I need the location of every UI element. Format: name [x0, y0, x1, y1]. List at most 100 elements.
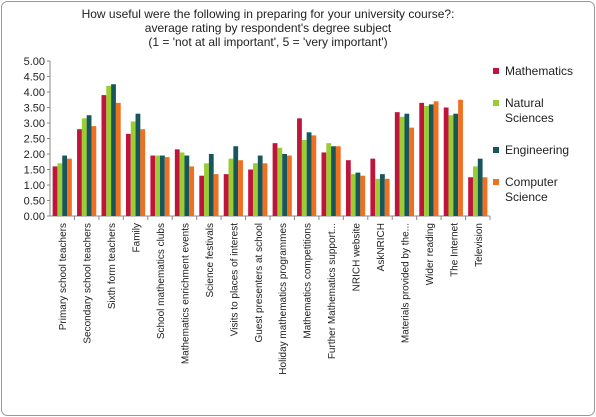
- bar: [360, 175, 366, 216]
- chart-title: How useful were the following in prepari…: [82, 7, 455, 21]
- bar: [443, 107, 449, 216]
- bar: [213, 174, 219, 216]
- bar: [472, 166, 478, 216]
- legend-label-line: Science: [505, 190, 548, 204]
- bar: [287, 155, 292, 216]
- x-tick-label: The Internet: [449, 223, 460, 277]
- bar: [448, 115, 454, 216]
- bar: [404, 113, 410, 216]
- bar: [91, 126, 97, 216]
- bar: [419, 102, 425, 216]
- bar: [248, 169, 253, 216]
- bar: [326, 143, 332, 216]
- y-tick-label: 0.00: [24, 211, 45, 223]
- x-tick-label: Wider reading: [425, 223, 436, 285]
- legend-label: Engineering: [505, 143, 569, 157]
- bar: [52, 166, 58, 216]
- x-tick-label: Primary school teachers: [58, 223, 69, 330]
- bar: [394, 112, 400, 216]
- bar: [384, 178, 390, 216]
- bar: [101, 95, 107, 216]
- bar: [135, 113, 141, 216]
- legend-swatch: [493, 68, 499, 74]
- legend-label: Mathematics: [505, 64, 573, 78]
- bar: [223, 174, 229, 216]
- bar: [345, 160, 351, 216]
- bar: [282, 154, 288, 216]
- x-tick-label: Guest presenters at school: [254, 223, 265, 343]
- bar: [199, 175, 205, 216]
- legend-label: Computer Science: [505, 175, 558, 204]
- bar: [433, 101, 439, 216]
- bar: [174, 149, 180, 216]
- x-tick-label: Visits to places of interest: [229, 223, 240, 336]
- bar: [297, 118, 302, 216]
- bar: [189, 166, 195, 216]
- legend-swatch: [493, 100, 499, 106]
- bar: [257, 155, 263, 216]
- bar: [458, 99, 463, 216]
- y-tick-label: 1.00: [24, 180, 45, 192]
- bar: [468, 177, 473, 216]
- legend-swatch: [493, 147, 499, 153]
- legend-label-line: Natural: [505, 96, 544, 110]
- bar: [160, 155, 165, 216]
- bar: [355, 172, 361, 216]
- x-tick-label: AskNRICH: [376, 223, 387, 271]
- bar: [233, 146, 239, 216]
- bar: [262, 163, 268, 216]
- bar: [81, 118, 87, 216]
- x-tick-label: School mathematics clubs: [156, 223, 167, 339]
- bar: [130, 121, 136, 216]
- bar: [477, 158, 483, 216]
- y-tick-label: 1.50: [24, 165, 45, 177]
- bar: [67, 158, 72, 216]
- bar: [375, 178, 380, 216]
- legend-label-line: Computer: [505, 175, 558, 189]
- y-tick-label: 4.50: [24, 72, 45, 84]
- bar: [155, 155, 160, 216]
- bar: [179, 152, 185, 216]
- legend-label-line: Sciences: [505, 111, 554, 125]
- bar: [111, 84, 116, 216]
- bar: [57, 163, 63, 216]
- x-tick-label: Further Mathematics support...: [327, 223, 338, 359]
- x-tick-label: NRICH website: [352, 223, 363, 292]
- bar: [311, 135, 317, 216]
- x-tick-label: Science festivals: [205, 223, 216, 297]
- bar: [228, 158, 234, 216]
- bar: [331, 146, 336, 216]
- bar: [140, 129, 146, 216]
- bar: [125, 133, 131, 216]
- bar: [277, 147, 283, 216]
- bar: [306, 132, 312, 216]
- x-tick-label: Holiday mathematics programmes: [278, 223, 289, 375]
- legend-label: Natural Sciences: [505, 96, 554, 125]
- bar: [301, 140, 307, 216]
- bar: [482, 177, 488, 216]
- bar: [150, 155, 156, 216]
- bar: [399, 116, 405, 216]
- bar: [424, 105, 429, 216]
- legend-swatch: [493, 179, 499, 185]
- bar: [184, 155, 190, 216]
- y-tick-label: 3.00: [24, 118, 45, 130]
- x-tick-label: Secondary school teachers: [83, 223, 94, 344]
- bar: [164, 157, 170, 216]
- x-tick-label: Mathematics enrichment events: [180, 223, 191, 364]
- bar: [77, 129, 82, 216]
- y-tick-label: 0.50: [24, 196, 45, 208]
- bar: [380, 174, 385, 216]
- bar: [409, 127, 415, 216]
- y-tick-label: 2.00: [24, 149, 45, 161]
- y-tick-label: 3.50: [24, 103, 45, 115]
- bar: [272, 143, 278, 216]
- chart-title: average rating by respondent's degree su…: [145, 21, 392, 35]
- bar: [86, 115, 92, 216]
- bar: [350, 174, 356, 216]
- bar: [208, 154, 214, 216]
- bar: [321, 152, 327, 216]
- bar: [204, 163, 209, 216]
- x-tick-label: Television: [474, 223, 485, 267]
